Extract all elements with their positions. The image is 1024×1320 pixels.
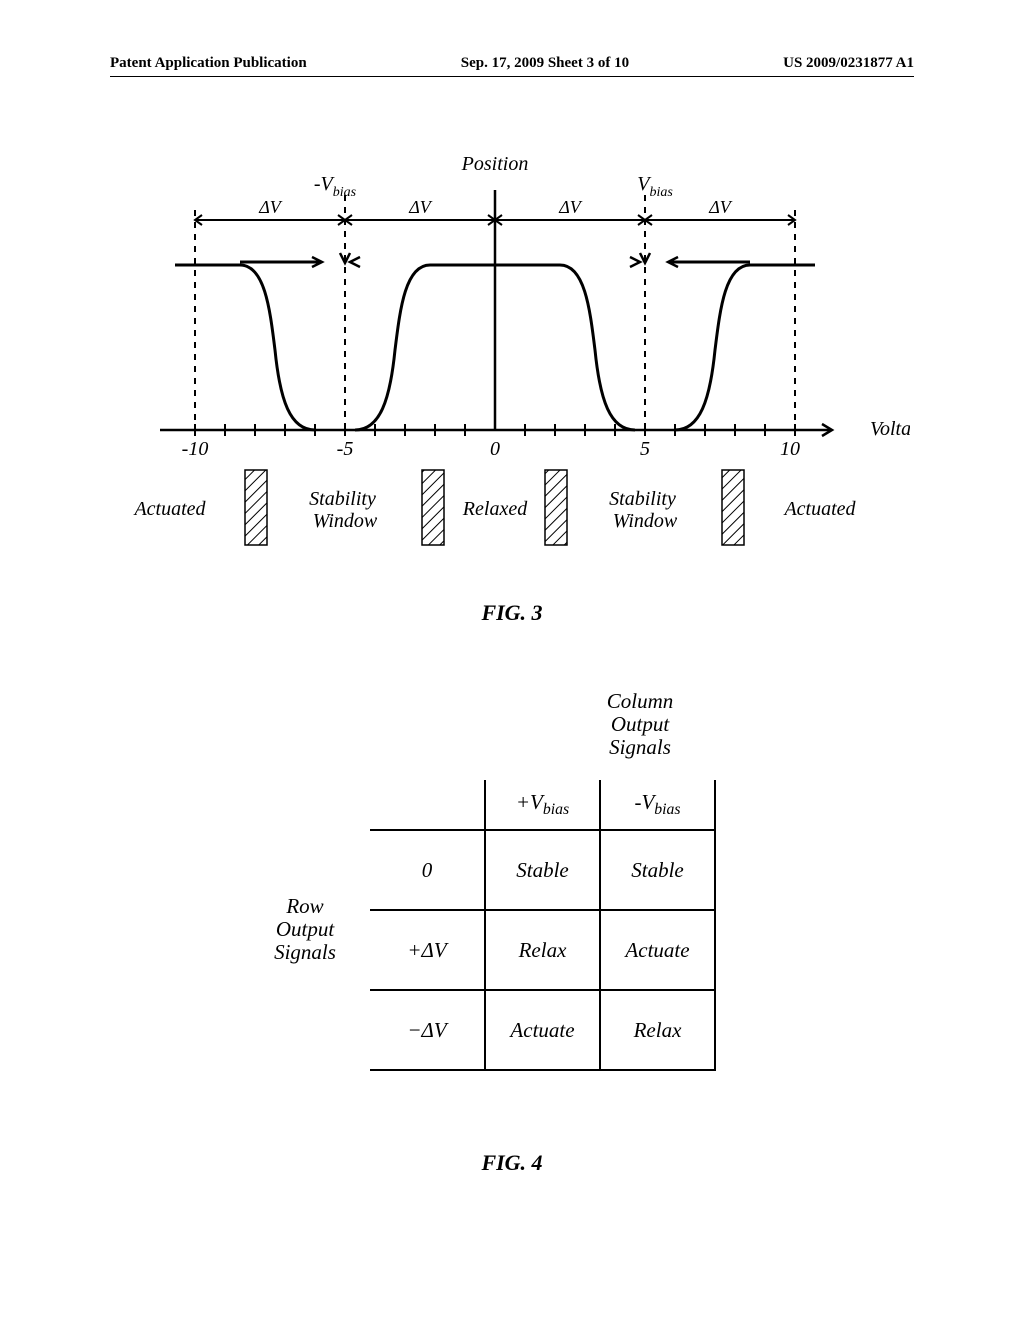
svg-text:10: 10: [780, 438, 800, 460]
svg-text:ΔV: ΔV: [558, 197, 583, 217]
svg-text:Actuated: Actuated: [132, 498, 206, 520]
svg-text:-5: -5: [337, 438, 354, 460]
svg-text:Stability Window: Stability Window: [609, 488, 681, 532]
header-right: US 2009/0231877 A1: [783, 55, 914, 72]
svg-text:0: 0: [490, 438, 500, 460]
header-left: Patent Application Publication: [110, 55, 307, 72]
fig3-position-label: Position: [461, 153, 529, 175]
svg-text:Voltage: Voltage: [870, 418, 910, 440]
svg-text:Stability Window: Stability Window: [309, 488, 381, 532]
svg-text:-10: -10: [182, 438, 209, 460]
svg-text:ΔV: ΔV: [708, 197, 733, 217]
svg-text:ΔV: ΔV: [408, 197, 433, 217]
svg-text:5: 5: [640, 438, 650, 460]
svg-text:ΔV: ΔV: [258, 197, 283, 217]
fig3-caption: FIG. 3: [0, 600, 1024, 626]
svg-text:Actuated: Actuated: [782, 498, 856, 520]
header-center: Sep. 17, 2009 Sheet 3 of 10: [461, 55, 629, 72]
figure-3: Position -Vbias Vbias ΔV ΔV ΔV ΔV -10 -5…: [110, 150, 910, 570]
fig3-pos-vbias: Vbias: [637, 173, 673, 200]
fig4-col-title: Column Output Signals: [540, 690, 740, 759]
figure-4: Column Output Signals Row Output Signals…: [250, 690, 800, 1110]
fig4-table: +Vbias -Vbias 0 Stable Stable +ΔV Relax …: [370, 780, 716, 1071]
fig4-caption: FIG. 4: [0, 1150, 1024, 1176]
fig3-svg: Position -Vbias Vbias ΔV ΔV ΔV ΔV -10 -5…: [110, 150, 910, 570]
svg-text:Relaxed: Relaxed: [462, 498, 528, 520]
fig3-neg-vbias: -Vbias: [314, 173, 357, 200]
fig4-row-title: Row Output Signals: [250, 895, 360, 964]
page-header: Patent Application Publication Sep. 17, …: [110, 55, 914, 77]
